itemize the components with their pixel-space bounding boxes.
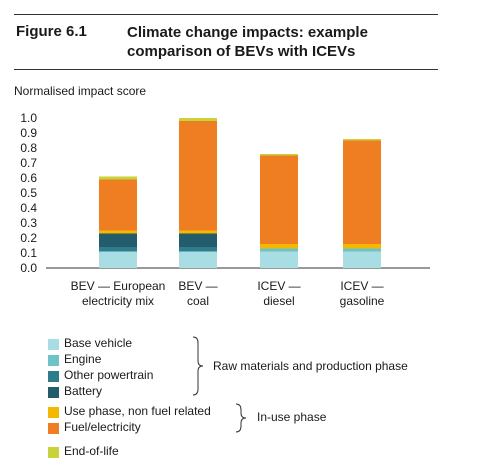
legend-label: Engine xyxy=(64,352,102,366)
bar-segment xyxy=(179,121,217,231)
bar-segment xyxy=(260,155,298,244)
figure-title: Climate change impacts: example comparis… xyxy=(127,24,368,60)
y-tick-label: 0.5 xyxy=(20,186,37,200)
legend-swatch xyxy=(48,371,59,382)
bar-segment xyxy=(343,140,381,244)
y-axis-label: Normalised impact score xyxy=(14,84,147,98)
bar-segment xyxy=(179,251,217,268)
x-tick-label-line: electricity mix xyxy=(81,294,154,308)
legend-swatch xyxy=(48,387,59,398)
bar-segment xyxy=(179,233,217,247)
figure-header: Figure 6.1 Climate change impacts: examp… xyxy=(14,14,438,70)
bar-segment xyxy=(343,139,381,141)
x-tick-label-line: diesel xyxy=(263,294,295,308)
x-tick-label-line: gasoline xyxy=(339,294,385,308)
x-tick-label-line: BEV — xyxy=(178,279,218,293)
legend-swatch xyxy=(48,407,59,418)
legend-swatch xyxy=(48,423,59,434)
y-tick-label: 0.6 xyxy=(20,171,37,185)
legend-label: Base vehicle xyxy=(64,336,133,350)
y-tick-label: 1.0 xyxy=(20,111,37,125)
legend-group-in-use: In-use phase xyxy=(257,410,327,424)
y-tick-label: 0.1 xyxy=(20,246,37,260)
brace-production xyxy=(192,336,204,396)
bar-segment xyxy=(343,251,381,268)
y-tick-label: 0.0 xyxy=(20,261,37,275)
x-tick-label: ICEV — gasoline xyxy=(302,279,422,309)
x-tick-label: ICEV — diesel xyxy=(219,279,339,309)
y-tick-label: 0.9 xyxy=(20,126,37,140)
legend-label: Battery xyxy=(64,384,103,398)
x-tick-label-line: ICEV — xyxy=(257,279,301,293)
bar-segment xyxy=(179,230,217,234)
bar-segment xyxy=(179,247,217,252)
figure-label: Figure 6.1 xyxy=(16,23,87,40)
bar-segment xyxy=(260,251,298,268)
brace-in-use xyxy=(235,403,247,433)
bar-segment xyxy=(179,118,217,121)
legend-swatch xyxy=(48,339,59,350)
bar-segment xyxy=(99,251,137,268)
x-tick-label-line: coal xyxy=(186,294,209,308)
bar-segment xyxy=(99,233,137,247)
bar-segment xyxy=(260,154,298,156)
x-tick-label: BEV — European electricity mix xyxy=(58,279,178,309)
legend-swatch xyxy=(48,447,59,458)
bar-segment xyxy=(343,244,381,249)
bar-segment xyxy=(343,248,381,252)
bar-segment xyxy=(260,248,298,252)
legend-label: Fuel/electricity xyxy=(64,420,141,434)
bar-segment xyxy=(260,244,298,249)
legend-label: Use phase, non fuel related xyxy=(64,404,211,418)
legend-group-production: Raw materials and production phase xyxy=(213,359,408,373)
y-tick-label: 0.4 xyxy=(20,201,37,215)
y-tick-label: 0.2 xyxy=(20,231,37,245)
x-tick-label: BEV — coal xyxy=(138,279,258,309)
bar-segment xyxy=(99,179,137,231)
bar-segment xyxy=(99,247,137,252)
legend-swatch xyxy=(48,355,59,366)
legend-label: End-of-life xyxy=(64,444,119,458)
y-tick-label: 0.3 xyxy=(20,216,37,230)
bar-segment xyxy=(99,176,137,180)
x-tick-label-line: BEV — European xyxy=(70,279,166,293)
y-tick-label: 0.8 xyxy=(20,141,37,155)
y-tick-label: 0.7 xyxy=(20,156,37,170)
bar-segment xyxy=(99,230,137,234)
legend-label: Other powertrain xyxy=(64,368,154,382)
x-tick-label-line: ICEV — xyxy=(340,279,384,293)
